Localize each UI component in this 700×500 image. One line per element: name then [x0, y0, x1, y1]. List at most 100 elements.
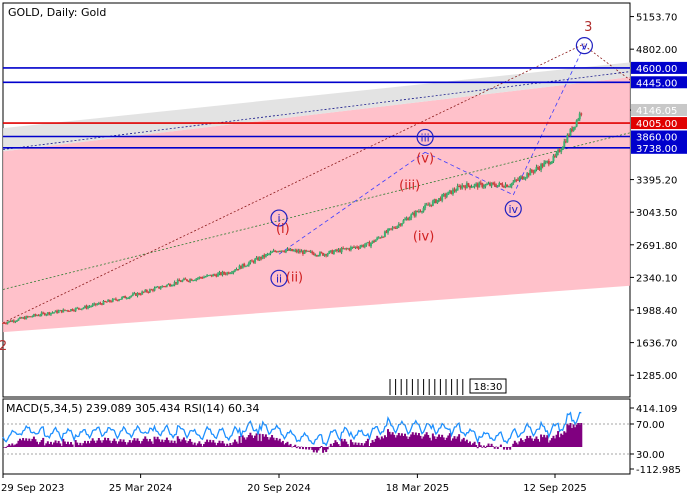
- candle-body: [311, 251, 314, 254]
- candle-body: [229, 273, 232, 275]
- candle-body: [161, 286, 164, 288]
- wave-label: iii: [421, 131, 430, 144]
- candle-body: [105, 301, 108, 303]
- wave-label-circle: [416, 128, 434, 147]
- candle-body: [45, 314, 48, 316]
- candle-body: [383, 231, 386, 237]
- candle-body: [407, 218, 410, 221]
- x-tick-label: 20 Sep 2024: [247, 483, 310, 494]
- candle-body: [519, 176, 522, 178]
- candle-body: [421, 211, 424, 213]
- candle-body: [300, 251, 303, 253]
- candle-body: [410, 214, 413, 219]
- level-tag: [631, 76, 687, 89]
- x-tick-label: 29 Sep 2023: [1, 483, 64, 494]
- candle-body: [368, 242, 371, 247]
- candle-body: [529, 169, 532, 176]
- candle-body: [192, 280, 195, 282]
- candle-body: [574, 126, 577, 128]
- candle-body: [142, 291, 145, 293]
- projection-line: [424, 151, 514, 196]
- candle-body: [283, 251, 286, 253]
- candle-body: [425, 204, 428, 206]
- candle-body: [442, 194, 445, 196]
- candle-body: [507, 186, 510, 188]
- candle-body: [48, 312, 51, 315]
- candle-body: [390, 228, 393, 230]
- candle-body: [281, 250, 284, 252]
- candle-body: [93, 303, 96, 305]
- candle-body: [346, 248, 349, 250]
- candle-body: [339, 249, 342, 253]
- current-price-tag: [631, 103, 687, 116]
- projection-line: [2, 43, 585, 324]
- candle-body: [186, 279, 189, 281]
- level-tag-label: 4005.00: [636, 119, 677, 130]
- candle-body: [230, 272, 233, 274]
- candle-body: [104, 301, 107, 303]
- candle-body: [577, 119, 580, 121]
- candle-body: [295, 250, 298, 253]
- candle-body: [261, 254, 264, 259]
- candle-body: [128, 296, 131, 299]
- candle-body: [138, 293, 141, 295]
- wave-label: (v): [416, 152, 434, 167]
- candle-body: [42, 312, 45, 314]
- candle-body: [359, 246, 362, 249]
- candle-body: [108, 299, 111, 302]
- candle-body: [572, 126, 575, 132]
- candle-body: [544, 161, 547, 163]
- candle-body: [110, 301, 113, 303]
- candle-body: [141, 291, 144, 295]
- candle-body: [193, 280, 196, 282]
- candle-body: [238, 265, 241, 270]
- candle-body: [354, 246, 357, 248]
- candle-body: [31, 316, 34, 318]
- candle-body: [20, 317, 23, 319]
- wave-label: 2: [0, 339, 7, 354]
- candle-body: [436, 199, 439, 204]
- candle-body: [441, 194, 444, 201]
- level-tag: [631, 117, 687, 130]
- candle-body: [155, 287, 158, 289]
- candle-body: [320, 252, 323, 254]
- candle-body: [291, 249, 294, 252]
- candle-body: [337, 249, 340, 252]
- candle-body: [8, 320, 11, 323]
- candle-body: [470, 186, 473, 188]
- candle-body: [170, 285, 173, 287]
- candle-body: [90, 306, 93, 308]
- candle-body: [127, 298, 130, 300]
- candle-body: [458, 186, 461, 188]
- wave-label: (i): [276, 222, 290, 237]
- candle-body: [107, 299, 110, 302]
- candle-body: [113, 298, 116, 300]
- candle-body: [99, 303, 102, 305]
- candle-body: [165, 284, 168, 287]
- candle-body: [451, 189, 454, 195]
- candle-body: [557, 149, 560, 153]
- candle-body: [417, 211, 420, 213]
- candle-body: [464, 186, 467, 189]
- candle-body: [439, 198, 442, 201]
- ind-tick-label: -112.985: [636, 465, 681, 476]
- candle-body: [181, 280, 184, 282]
- candle-body: [564, 141, 567, 143]
- wave-label-circle: [270, 209, 288, 227]
- candle-body: [274, 250, 277, 252]
- candle-body: [159, 287, 162, 289]
- candle-body: [247, 262, 250, 266]
- candle-body: [66, 310, 69, 312]
- candle-body: [431, 201, 434, 206]
- current-price-label: 4146.05: [636, 106, 677, 117]
- candle-body: [473, 184, 476, 187]
- candle-body: [357, 247, 360, 249]
- candle-body: [288, 249, 291, 251]
- candle-body: [527, 173, 530, 176]
- candle-body: [516, 179, 519, 181]
- candle-body: [575, 120, 578, 127]
- trend-channel: [3, 77, 630, 333]
- candle-body: [254, 259, 257, 263]
- candle-body: [190, 279, 193, 281]
